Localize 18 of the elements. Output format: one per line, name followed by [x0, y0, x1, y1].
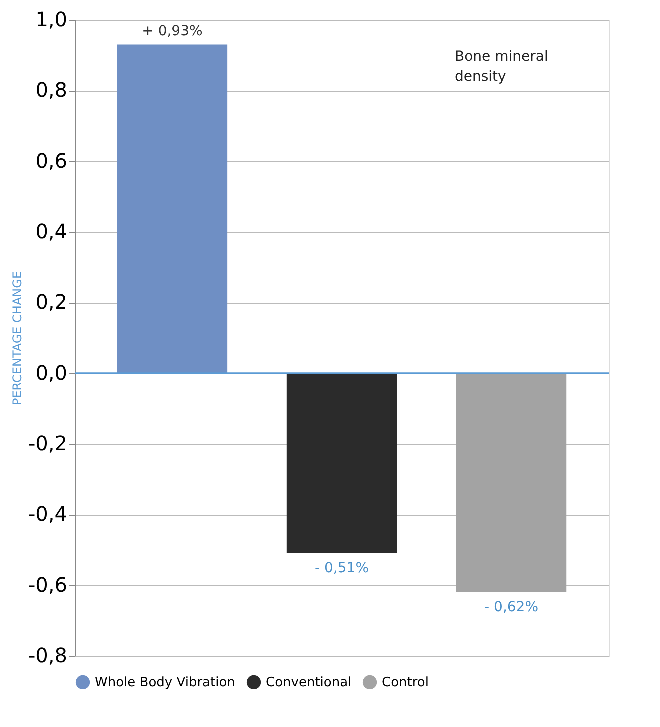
- y-tick-label: -0,4: [28, 502, 68, 526]
- y-tick-label: 0,8: [36, 78, 68, 102]
- data-label: - 0,62%: [484, 599, 539, 616]
- y-tick-label: -0,6: [28, 572, 68, 597]
- legend-label: Control: [382, 675, 429, 690]
- y-tick-label: 1,0: [36, 8, 68, 32]
- y-tick-label: 0,0: [36, 360, 68, 385]
- data-label: - 0,51%: [315, 560, 369, 577]
- legend-label: Whole Body Vibration: [95, 675, 236, 690]
- y-tick-label: 0,2: [36, 290, 68, 314]
- y-axis-title: PERCENTAGE CHANGE: [10, 271, 24, 406]
- y-tick-label: -0,8: [28, 644, 68, 668]
- y-tick-label: 0,4: [36, 220, 68, 244]
- y-tick-label: -0,2: [28, 432, 68, 456]
- legend-label: Conventional: [266, 675, 352, 690]
- y-tick-label: 0,6: [36, 148, 68, 173]
- data-label: + 0,93%: [142, 24, 203, 40]
- annotation: Bone mineral density: [455, 49, 548, 85]
